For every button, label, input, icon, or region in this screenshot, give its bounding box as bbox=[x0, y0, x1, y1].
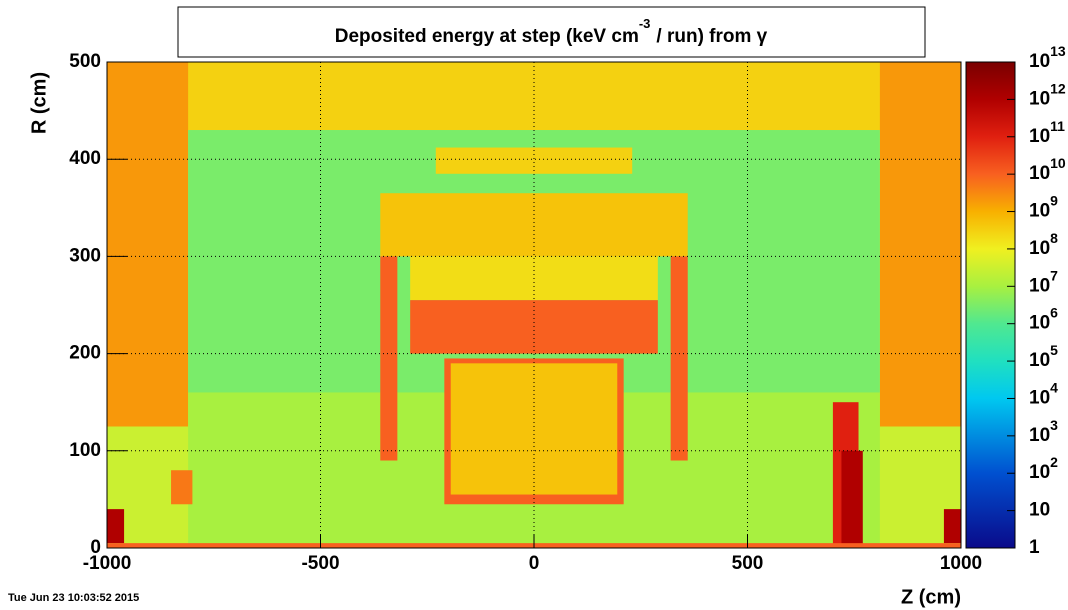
heatmap-cell bbox=[943, 509, 961, 544]
colorbar-tick-base: 10 bbox=[1029, 313, 1050, 334]
title-box bbox=[177, 6, 926, 58]
colorbar-tick-base: 10 bbox=[1029, 88, 1050, 109]
colorbar-tick-label: 109 bbox=[1029, 192, 1058, 221]
colorbar-tick-exponent: 8 bbox=[1050, 230, 1058, 246]
colorbar-tick-label: 106 bbox=[1029, 304, 1058, 333]
colorbar-tick-base: 10 bbox=[1029, 462, 1050, 483]
x-tick-label: 0 bbox=[529, 553, 540, 574]
chart-title: Deposited energy at step (keV cm-3 / run)… bbox=[335, 16, 768, 47]
colorbar-tick-base: 10 bbox=[1029, 350, 1050, 371]
x-tick-label: -1000 bbox=[83, 553, 132, 574]
colorbar-tick-label: 108 bbox=[1029, 230, 1058, 259]
heatmap-cell bbox=[107, 62, 189, 427]
plot-frame bbox=[106, 61, 962, 549]
title-part: / run) from γ bbox=[656, 26, 767, 47]
heatmap-cell bbox=[380, 256, 398, 461]
timestamp: Tue Jun 23 10:03:52 2015 bbox=[8, 592, 139, 604]
x-tick-label: -500 bbox=[301, 553, 339, 574]
colorbar-tick-label: 1010 bbox=[1029, 155, 1066, 184]
colorbar-tick-exponent: 5 bbox=[1050, 342, 1058, 358]
y-tick-label: 200 bbox=[69, 343, 101, 364]
heatmap-cell bbox=[171, 470, 193, 505]
colorbar-tick-exponent: 6 bbox=[1050, 304, 1058, 320]
colorbar-tick-base: 10 bbox=[1029, 425, 1050, 446]
title-part: Deposited energy at step (keV cm bbox=[335, 26, 639, 47]
y-tick-label: 0 bbox=[90, 537, 101, 558]
heatmap-cell bbox=[450, 363, 618, 495]
title-superscript: -3 bbox=[639, 16, 651, 31]
colorbar-tick-exponent: 7 bbox=[1050, 267, 1058, 283]
colorbar-tick-label: 10 bbox=[1029, 500, 1050, 521]
colorbar-tick-base: 1 bbox=[1029, 537, 1040, 558]
y-tick-label: 100 bbox=[69, 440, 101, 461]
heatmap-cell bbox=[670, 256, 688, 461]
colorbar-tick-base: 10 bbox=[1029, 387, 1050, 408]
heatmap-cell bbox=[107, 509, 125, 544]
colorbar-tick-base: 10 bbox=[1029, 51, 1050, 72]
heatmap-cell bbox=[879, 62, 961, 427]
colorbar-tick-base: 10 bbox=[1029, 275, 1050, 296]
y-tick-label: 400 bbox=[69, 148, 101, 169]
heatmap-cell bbox=[380, 193, 688, 257]
colorbar-tick-label: 104 bbox=[1029, 379, 1058, 408]
colorbar-tick-exponent: 3 bbox=[1050, 417, 1058, 433]
colorbar-tick-label: 103 bbox=[1029, 417, 1058, 446]
colorbar-tick-base: 10 bbox=[1029, 126, 1050, 147]
x-tick-label: 1000 bbox=[940, 553, 982, 574]
colorbar-tick-exponent: 12 bbox=[1050, 80, 1066, 96]
y-tick-label: 300 bbox=[69, 245, 101, 266]
colorbar-tick-label: 1 bbox=[1029, 537, 1040, 558]
colorbar-tick-exponent: 9 bbox=[1050, 192, 1058, 208]
heatmap-cell bbox=[841, 450, 863, 548]
colorbar-tick-base: 10 bbox=[1029, 163, 1050, 184]
colorbar-tick-exponent: 10 bbox=[1050, 155, 1066, 171]
colorbar-tick-exponent: 13 bbox=[1050, 43, 1066, 59]
axes: -1000 -500 0 500 100001002003004005001101021… bbox=[69, 43, 1066, 574]
heatmap-cell bbox=[435, 147, 633, 174]
colorbar-tick-exponent: 2 bbox=[1050, 454, 1058, 470]
heatmap-cell bbox=[107, 62, 961, 131]
colorbar-tick-label: 1012 bbox=[1029, 80, 1066, 109]
colorbar-tick-exponent: 4 bbox=[1050, 379, 1058, 395]
x-tick-label: 500 bbox=[732, 553, 764, 574]
colorbar-tick-base: 10 bbox=[1029, 500, 1050, 521]
x-axis-label: Z (cm) bbox=[901, 586, 961, 608]
colorbar-tick-base: 10 bbox=[1029, 238, 1050, 259]
colorbar-tick-base: 10 bbox=[1029, 201, 1050, 222]
colorbar-tick-label: 102 bbox=[1029, 454, 1058, 483]
colorbar bbox=[965, 61, 1016, 549]
colorbar-tick-label: 107 bbox=[1029, 267, 1058, 296]
colorbar-tick-exponent: 11 bbox=[1050, 117, 1065, 133]
y-tick-label: 500 bbox=[69, 51, 101, 72]
colorbar-tick-label: 1013 bbox=[1029, 43, 1066, 72]
colorbar-tick-label: 105 bbox=[1029, 342, 1058, 371]
y-axis-label: R (cm) bbox=[28, 72, 50, 134]
colorbar-tick-label: 1011 bbox=[1029, 117, 1065, 146]
